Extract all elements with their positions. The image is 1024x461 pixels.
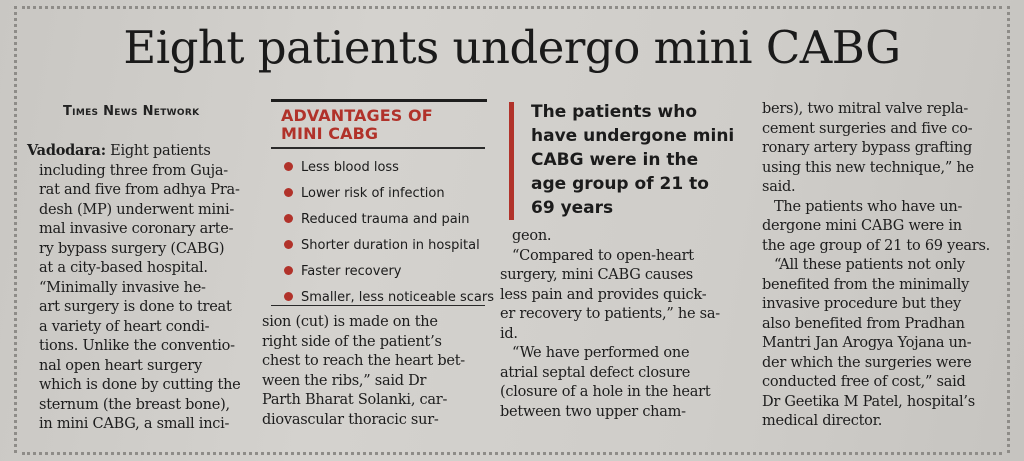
column-line: The patients who have un- [774,198,963,215]
column-line: cement surgeries and five co- [762,120,973,137]
list-item-label: Lower risk of infection [301,186,445,201]
advantages-sidebar: ADVANTAGES OF MINI CABG Less blood loss … [271,99,494,306]
column-line: art surgery is done to treat [39,299,232,315]
column-line: er recovery to patients,” he sa- [500,306,720,322]
column-line: “Minimally invasive he- [39,279,206,296]
column-line: said. [762,179,796,195]
red-bullet-icon [284,292,293,301]
sidebar-title: ADVANTAGES OF MINI CABG [281,107,433,143]
pull-quote-line: age group of 21 to [531,174,709,194]
column-line: dergone mini CABG were in [762,218,962,234]
column-line: desh (MP) underwent mini- [39,201,235,218]
column-line: sion (cut) is made on the [262,314,438,330]
list-item: Shorter duration in hospital [284,233,494,259]
advantages-list: Less blood loss Lower risk of infection … [284,155,494,311]
pull-quote-line: The patients who [531,102,698,122]
list-item: Faster recovery [284,259,494,285]
column-line: geon. [512,228,552,244]
column-line: “All these patients not only [774,257,965,273]
dotted-cut-border-bottom [22,452,1002,455]
column-line: medical director. [762,413,883,429]
red-bullet-icon [284,188,293,197]
column-line: which is done by cutting the [39,377,241,393]
column-line: in mini CABG, a small inci- [39,416,230,432]
column-line: chest to reach the heart bet- [262,353,465,369]
red-bullet-icon [284,214,293,223]
column-line: ronary artery bypass grafting [762,140,973,156]
sidebar-title-line-1: ADVANTAGES OF [281,106,433,125]
column-line: less pain and provides quick- [500,286,707,303]
sidebar-title-line-2: MINI CABG [281,124,379,143]
dotted-cut-border-top [22,6,1002,9]
column-line: atrial septal defect closure [500,364,691,381]
column-line: id. [500,325,518,342]
red-bullet-icon [284,162,293,171]
column-line: a variety of heart condi- [39,318,210,335]
column-line: Vadodara: Eight patients [27,141,259,162]
article-column-2: sion (cut) is made on the right side of … [262,313,498,430]
column-line: Parth Bharat Solanki, car- [262,392,448,408]
list-item: Lower risk of infection [284,181,494,207]
list-item-label: Reduced trauma and pain [301,212,470,227]
pull-quote-red-bar [509,102,514,220]
article-column-1: Vadodara: Eight patients including three… [27,141,259,435]
column-line: sternum (the breast bone), [39,396,230,413]
red-bullet-icon [284,240,293,249]
column-line: benefited from the minimally [762,276,970,293]
red-bullet-icon [284,266,293,275]
list-item-label: Shorter duration in hospital [301,238,480,253]
pull-quote-line: CABG were in the [531,150,699,170]
column-line: “We have performed one [512,345,690,361]
list-item: Smaller, less noticeable scars [284,285,494,311]
column-line: surgery, mini CABG causes [500,267,693,283]
dateline: Vadodara: [27,142,106,159]
article-column-3: geon. “Compared to open-heart surgery, m… [500,227,750,422]
column-line: including three from Guja- [39,162,228,179]
list-item: Reduced trauma and pain [284,207,494,233]
column-line: ween the ribs,” said Dr [262,372,427,389]
column-line: der which the surgeries were [762,354,972,371]
column-line-text: Eight patients [110,143,211,159]
sidebar-top-rule [271,99,487,102]
column-line: (closure of a hole in the heart [500,384,711,400]
column-line: conducted free of cost,” said [762,374,966,390]
pull-quote-line: 69 years [531,198,614,218]
sidebar-list-box: Less blood loss Lower risk of infection … [271,147,494,306]
column-line: “Compared to open-heart [512,247,694,264]
list-item-label: Faster recovery [301,264,402,279]
article-column-4: bers), two mitral valve repla- cement su… [762,100,1012,432]
dotted-cut-border-left [14,6,17,453]
column-line: ry bypass surgery (CABG) [39,240,225,257]
list-item-label: Smaller, less noticeable scars [301,290,495,305]
list-item-label: Less blood loss [301,160,399,175]
pull-quote-line: have undergone mini [531,126,735,146]
pull-quote: The patients who have undergone mini CAB… [505,100,745,222]
column-line: using this new technique,” he [762,159,974,176]
column-line: Mantri Jan Arogya Yojana un- [762,335,972,351]
column-line: nal open heart surgery [39,357,202,374]
column-line: invasive procedure but they [762,296,961,312]
dotted-cut-border-right [1007,6,1010,453]
pull-quote-text: The patients who have undergone mini CAB… [531,100,734,220]
column-line: between two upper cham- [500,403,686,420]
column-line: diovascular thoracic sur- [262,411,439,428]
column-line: also benefited from Pradhan [762,315,965,332]
column-line: tions. Unlike the conventio- [39,338,235,354]
headline: Eight patients undergo mini CABG [123,21,901,74]
column-line: rat and five from adhya Pra- [39,182,240,198]
column-line: Dr Geetika M Patel, hospital’s [762,393,975,410]
column-line: right side of the patient’s [262,333,442,350]
column-line: bers), two mitral valve repla- [762,101,969,117]
list-item: Less blood loss [284,155,494,181]
column-line: at a city-based hospital. [39,260,208,276]
column-line: mal invasive coronary arte- [39,221,234,237]
byline: Times News Network [63,104,200,119]
column-line: the age group of 21 to 69 years. [762,237,991,254]
